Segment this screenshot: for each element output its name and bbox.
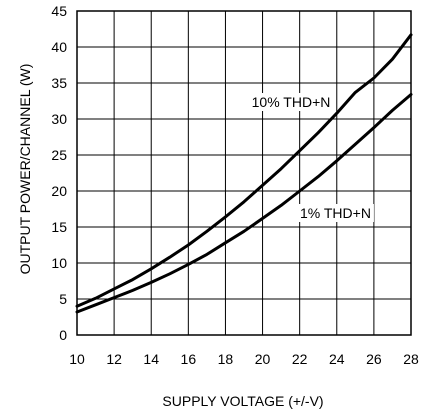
x-tick-label: 12 <box>106 351 122 367</box>
y-tick-label: 30 <box>51 111 67 127</box>
x-tick-label: 24 <box>329 351 345 367</box>
x-tick-label: 22 <box>292 351 308 367</box>
series-lines <box>75 33 413 314</box>
x-tick-label: 10 <box>69 351 85 367</box>
y-tick-label: 15 <box>51 219 67 235</box>
y-tick-label: 20 <box>51 183 67 199</box>
plot-frame <box>76 10 412 336</box>
y-tick-label: 10 <box>51 255 67 271</box>
x-tick-label: 18 <box>218 351 234 367</box>
series-labels: 10% THD+N 1% THD+N <box>248 93 374 222</box>
x-tick-label: 16 <box>181 351 197 367</box>
x-axis-title: SUPPLY VOLTAGE (+/-V) <box>162 393 323 409</box>
series-label: 1% THD+N <box>300 205 371 221</box>
y-tick-label: 35 <box>51 75 67 91</box>
x-tick-labels: 10 12 14 16 18 20 22 24 26 28 <box>69 351 419 367</box>
y-axis-title: OUTPUT POWER/CHANNEL (W) <box>17 64 33 275</box>
series-line-1pct-thd <box>75 93 413 314</box>
grid <box>76 10 412 336</box>
series-line-10pct-thd <box>75 33 413 308</box>
series-label-background <box>248 93 334 111</box>
x-tick-label: 26 <box>366 351 382 367</box>
x-tick-label: 20 <box>255 351 271 367</box>
series-label: 10% THD+N <box>252 94 331 110</box>
series-label-background <box>297 204 374 222</box>
y-tick-label: 45 <box>51 3 67 19</box>
x-tick-label: 28 <box>403 351 419 367</box>
y-tick-label: 25 <box>51 147 67 163</box>
x-tick-label: 14 <box>143 351 159 367</box>
y-tick-label: 5 <box>59 291 67 307</box>
y-tick-label: 0 <box>59 327 67 343</box>
y-tick-label: 40 <box>51 39 67 55</box>
y-tick-labels: 0 5 10 15 20 25 30 35 40 45 <box>51 3 67 343</box>
